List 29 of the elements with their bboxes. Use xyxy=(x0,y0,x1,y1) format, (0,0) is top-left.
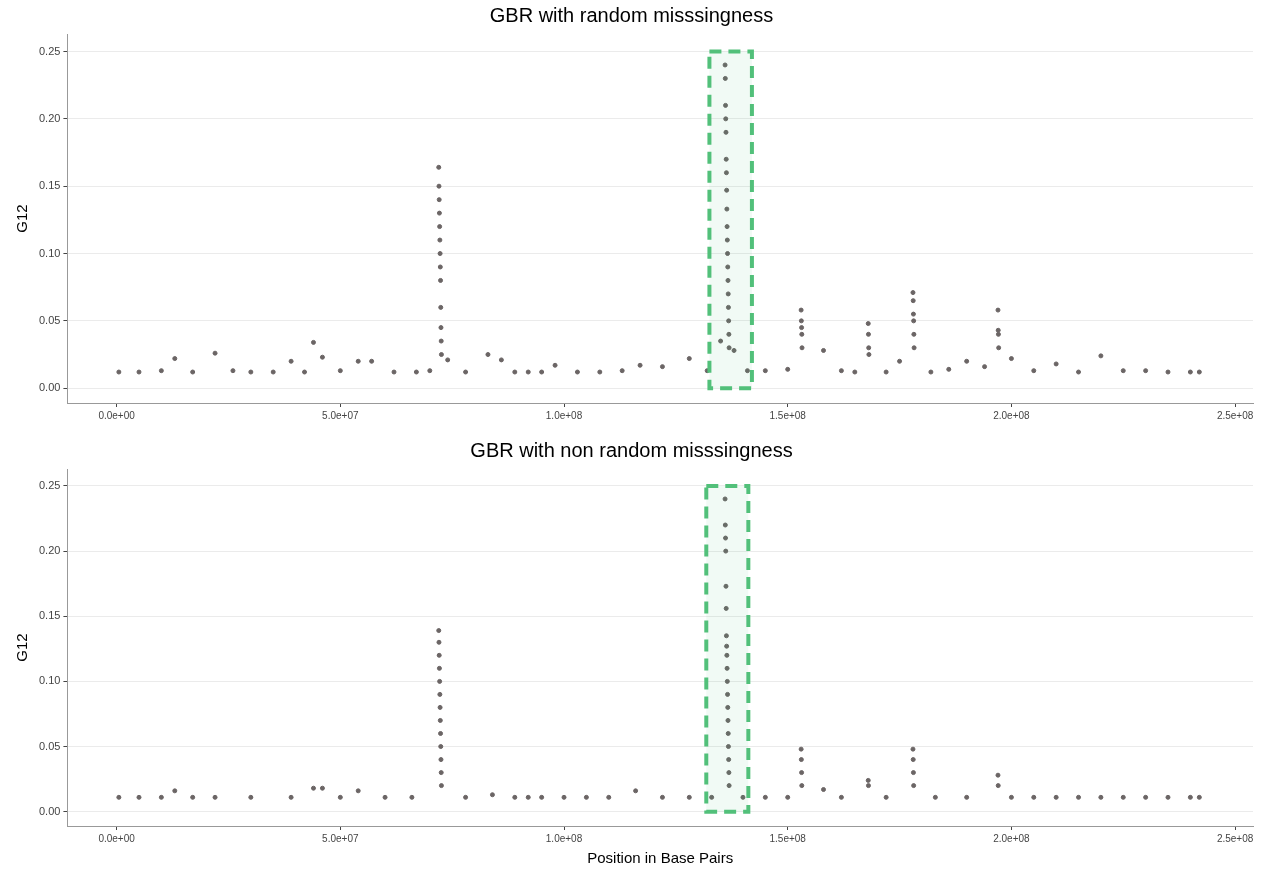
y-tick-label: 0.15 xyxy=(38,179,61,192)
y-tick-label: 0.20 xyxy=(38,111,61,124)
y-tick-label: 0.05 xyxy=(38,313,61,326)
x-tick-label: 2.5e+08 xyxy=(1216,832,1254,844)
x-axis-title: Position in Base Pairs xyxy=(587,849,734,867)
y-tick-label: 0.25 xyxy=(38,478,61,491)
x-tick-label: 5.0e+07 xyxy=(322,832,359,844)
x-tick-label: 1.0e+08 xyxy=(545,832,583,844)
y-tick-label: 0.05 xyxy=(38,739,61,752)
y-tick-label: 0.00 xyxy=(38,804,61,817)
x-tick-label: 1.0e+08 xyxy=(545,409,583,421)
x-tick-label: 0.0e+00 xyxy=(98,409,136,421)
y-tick-label: 0.10 xyxy=(38,246,61,259)
x-tick-label: 2.5e+08 xyxy=(1216,409,1254,421)
y-tick-label: 0.00 xyxy=(38,381,61,394)
y-tick-label: 0.10 xyxy=(38,674,61,687)
x-tick-label: 1.5e+08 xyxy=(769,409,807,421)
y-tick-label: 0.15 xyxy=(38,609,61,622)
x-tick-label: 1.5e+08 xyxy=(769,832,807,844)
x-tick-label: 0.0e+00 xyxy=(98,832,136,844)
x-tick-label: 5.0e+07 xyxy=(322,409,359,421)
chart-title: GBR with random misssingness xyxy=(489,3,774,26)
y-axis-title: G12 xyxy=(13,204,31,233)
y-tick-label: 0.25 xyxy=(38,44,61,57)
y-tick-label: 0.20 xyxy=(38,544,61,557)
y-axis-title: G12 xyxy=(13,633,31,662)
x-tick-label: 2.0e+08 xyxy=(993,409,1031,421)
x-tick-label: 2.0e+08 xyxy=(993,832,1031,844)
chart-title: GBR with non random misssingness xyxy=(470,438,793,461)
